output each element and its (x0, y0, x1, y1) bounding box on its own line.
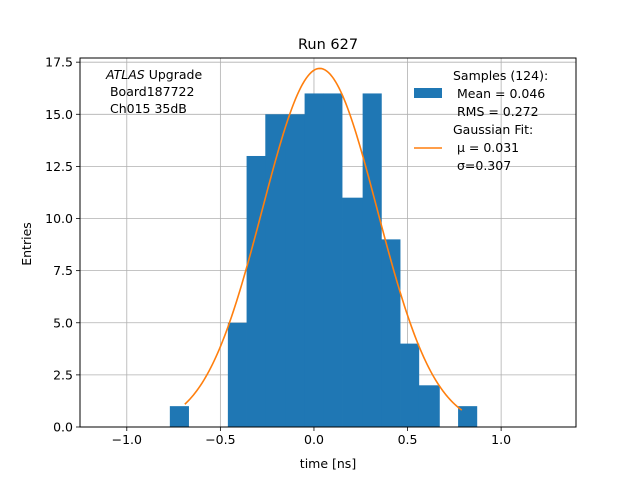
annotation-line: ATLAS Upgrade (105, 67, 202, 82)
x-tick-label: 0.5 (398, 432, 418, 447)
histogram-bars (169, 93, 478, 428)
histogram-bar (400, 343, 420, 427)
y-tick-label: 7.5 (53, 263, 73, 278)
histogram-bar (265, 114, 287, 427)
x-axis-label: time [ns] (300, 456, 356, 471)
annotation-line: Ch015 35dB (106, 101, 187, 116)
y-tick-label: 12.5 (45, 159, 73, 174)
y-tick-label: 0.0 (53, 420, 73, 435)
histogram-bar (323, 93, 343, 428)
legend: Samples (124): Mean = 0.046 RMS = 0.272 G… (414, 68, 548, 173)
histogram-bar (246, 155, 266, 428)
histogram-bar (227, 322, 247, 427)
y-axis-label: Entries (19, 222, 34, 266)
x-tick-label: −1.0 (112, 432, 142, 447)
x-tick-label: 0.0 (304, 432, 324, 447)
chart-title: Run 627 (298, 37, 358, 53)
y-tick-label: 10.0 (45, 211, 73, 226)
x-tick-label: −0.5 (205, 432, 235, 447)
legend-text: RMS = 0.272 (453, 104, 539, 119)
histogram-bar (418, 385, 440, 427)
legend-text: μ = 0.031 (453, 140, 519, 155)
y-tick-label: 17.5 (45, 55, 73, 70)
legend-patch-samples (414, 88, 442, 98)
histogram-bar (169, 406, 189, 427)
legend-text: Samples (124): (453, 68, 548, 83)
annotation-line: Board187722 (106, 84, 194, 99)
histogram-bar (362, 93, 382, 428)
gaussian-fit (184, 67, 463, 411)
x-tick-label: 1.0 (491, 432, 511, 447)
histogram-bar (458, 406, 478, 427)
atlas-annotation: ATLAS Upgrade Board187722 Ch015 35dB (105, 67, 202, 116)
histogram-bar (342, 197, 364, 427)
y-tick-label: 2.5 (53, 367, 73, 382)
histogram-bar (304, 93, 324, 428)
legend-text: Gaussian Fit: (453, 122, 533, 137)
legend-text: Mean = 0.046 (453, 86, 545, 101)
axis-ticks: −1.0 −0.5 0.0 0.5 1.0 0.0 2.5 5.0 7.5 10.0 12.5 15.… (45, 55, 511, 447)
y-tick-label: 5.0 (53, 315, 73, 330)
histogram-bar (381, 239, 401, 427)
histogram-bar (285, 114, 306, 427)
gaussian-fit-line (184, 67, 463, 411)
y-tick-label: 15.0 (45, 107, 73, 122)
legend-text: σ=0.307 (453, 158, 511, 173)
plot-frame (79, 57, 577, 428)
